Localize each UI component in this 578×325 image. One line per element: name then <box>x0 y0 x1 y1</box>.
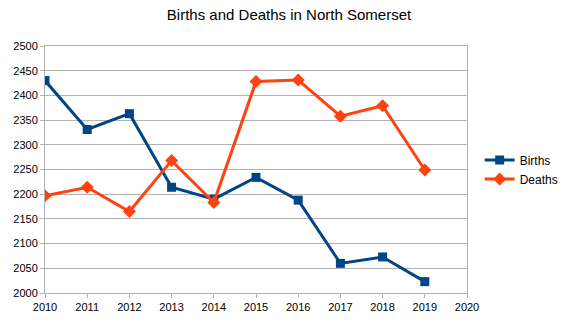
svg-text:2018: 2018 <box>370 301 394 313</box>
svg-text:2200: 2200 <box>13 188 37 200</box>
svg-text:2011: 2011 <box>75 301 99 313</box>
svg-text:2013: 2013 <box>159 301 183 313</box>
svg-text:2250: 2250 <box>13 163 37 175</box>
svg-text:2014: 2014 <box>202 301 226 313</box>
svg-text:2500: 2500 <box>13 40 37 52</box>
svg-text:2100: 2100 <box>13 237 37 249</box>
svg-text:2020: 2020 <box>455 301 479 313</box>
svg-text:Deaths: Deaths <box>520 173 558 187</box>
svg-text:Births: Births <box>520 154 551 168</box>
svg-text:2019: 2019 <box>413 301 437 313</box>
svg-text:2017: 2017 <box>328 301 352 313</box>
svg-text:2000: 2000 <box>13 287 37 299</box>
svg-text:2150: 2150 <box>13 213 37 225</box>
svg-text:2016: 2016 <box>286 301 310 313</box>
svg-text:2012: 2012 <box>117 301 141 313</box>
svg-text:Births and Deaths in North Som: Births and Deaths in North Somerset <box>167 6 412 23</box>
svg-text:2400: 2400 <box>13 89 37 101</box>
svg-text:2050: 2050 <box>13 262 37 274</box>
svg-text:2010: 2010 <box>33 301 57 313</box>
svg-text:2350: 2350 <box>13 114 37 126</box>
svg-text:2015: 2015 <box>244 301 268 313</box>
svg-text:2450: 2450 <box>13 65 37 77</box>
svg-text:2300: 2300 <box>13 139 37 151</box>
